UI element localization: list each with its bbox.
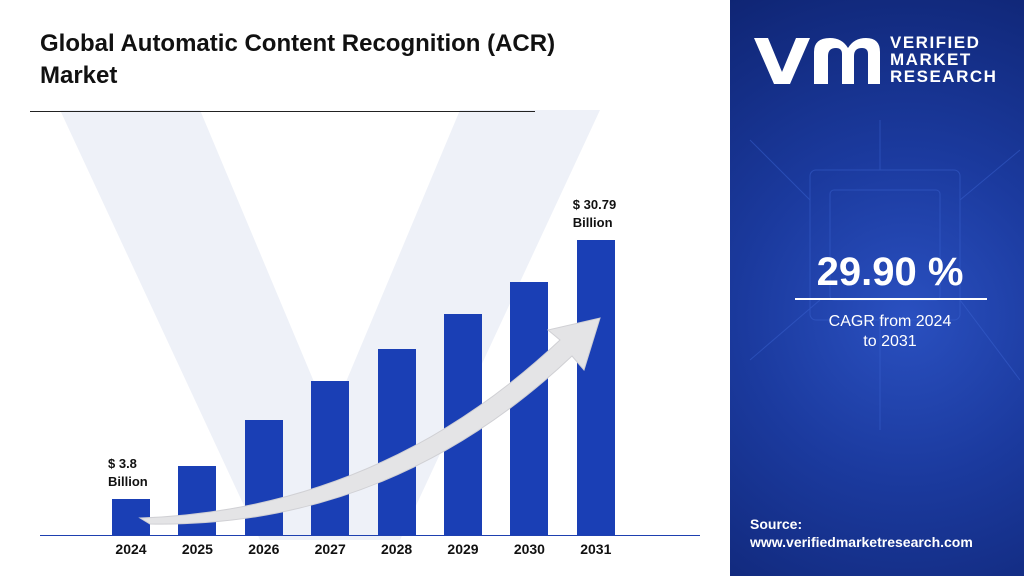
cagr-rule <box>795 298 987 300</box>
brand-line: RESEARCH <box>890 67 998 86</box>
bar <box>377 349 416 535</box>
source-label: Source: <box>750 516 803 532</box>
x-tick-label: 2029 <box>447 541 479 557</box>
watermark <box>60 110 600 540</box>
bar <box>576 240 615 535</box>
cagr-caption: CAGR from 2024 to 2031 <box>828 313 952 350</box>
bar <box>444 313 482 535</box>
x-tick-label: 2030 <box>513 541 545 557</box>
x-tick-label: 2027 <box>314 541 346 557</box>
chart-title: Global Automatic Content Recognition (AC… <box>40 30 556 89</box>
bar <box>311 380 350 535</box>
brand-name: VERIFIED MARKET RESEARCH <box>890 34 997 85</box>
source-url: www.verifiedmarketresearch.com <box>750 534 973 550</box>
cagr-value: 29.90 % <box>816 250 964 294</box>
chart-panel: Global Automatic Content Recognition (AC… <box>30 30 700 557</box>
bar <box>244 420 283 535</box>
bar <box>510 282 549 535</box>
title-rule <box>30 111 535 112</box>
bar <box>178 466 217 535</box>
brand-line: VERIFIED <box>890 33 981 52</box>
x-tick-label: 2026 <box>248 541 280 557</box>
bar <box>112 498 150 535</box>
x-tick-label: 2025 <box>181 541 213 557</box>
watermark-shape <box>60 110 600 540</box>
value-label: $ 3.8 Billion <box>108 455 148 489</box>
x-tick-label: 2028 <box>381 541 413 557</box>
x-axis <box>40 535 700 536</box>
value-label: $ 30.79 Billion <box>572 197 617 230</box>
brand-line: MARKET <box>890 50 972 69</box>
side-panel <box>730 0 1024 576</box>
circuit-pattern <box>749 120 1021 430</box>
x-tick-label: 2031 <box>580 541 612 557</box>
logo-mark <box>754 38 880 84</box>
x-tick-label: 2024 <box>115 541 147 557</box>
